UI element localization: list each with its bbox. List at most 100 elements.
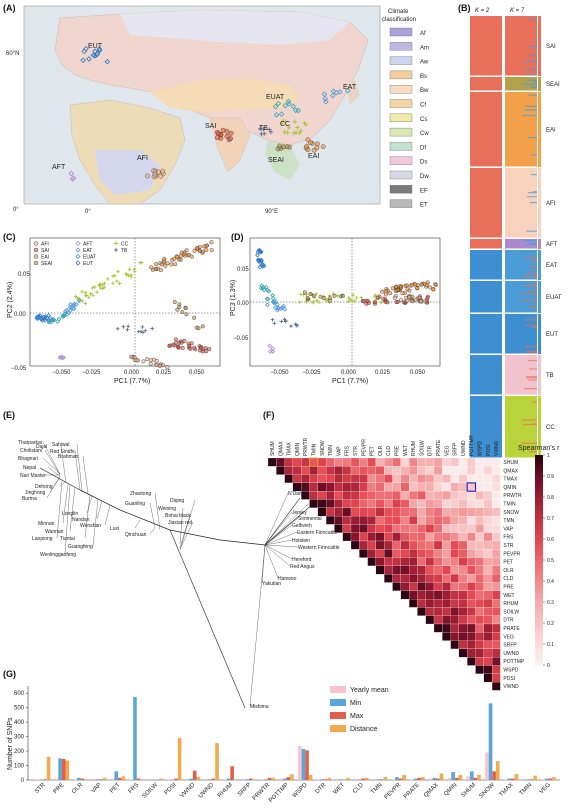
- tree-taxon-red-angus: Red Angus: [290, 564, 315, 570]
- heatmap-cell: [483, 474, 493, 484]
- bar-dtr-max: [323, 779, 328, 780]
- map-label-tb: TB: [259, 125, 268, 132]
- pca-d-points-cc: [351, 293, 355, 297]
- heatmap-cell: [442, 540, 451, 550]
- heatmap-cell: [475, 524, 484, 533]
- pca-c-points-seai: [177, 302, 182, 307]
- heatmap-row-label-srfp: SRFP: [503, 643, 517, 649]
- heatmap-cell: [284, 466, 294, 475]
- heatmap-row-label-olr: OLR: [503, 568, 514, 574]
- colorbar-segment: [535, 463, 543, 469]
- pca-c-points-seai: [172, 299, 177, 304]
- pca-d-points-cc: [346, 299, 351, 304]
- heatmap-col-label-olr: OLR: [378, 445, 384, 456]
- bar-rhum-distance: [233, 779, 238, 780]
- heatmap-cell: [400, 540, 410, 550]
- pca-legend-marker-euat: [75, 253, 81, 260]
- pca-d-points-sai: [381, 296, 386, 301]
- heatmap-cell: [392, 549, 401, 558]
- map-point-tb: [257, 126, 263, 132]
- heatmap-cell: [417, 532, 426, 542]
- pca-c-points-cc: [139, 260, 144, 265]
- pca-d-points-eai: [405, 287, 410, 292]
- heatmap-cell: [367, 466, 377, 475]
- climate-legend: Af Am Aw Bs Bw Cf Cs Cw Df Ds Dw EF ET: [389, 27, 429, 209]
- heatmap-cell: [483, 574, 493, 583]
- bar-qmax-distance: [439, 773, 444, 780]
- heatmap-cell: [375, 457, 385, 467]
- pca-c-ytick-005: 0.05: [18, 272, 30, 278]
- heatmap-cell: [417, 574, 426, 583]
- colorbar-segment: [535, 648, 543, 653]
- admix-stripe: [525, 350, 537, 353]
- climate-swatch-bw: [389, 84, 413, 94]
- bar-qmin-max: [454, 777, 459, 780]
- map-point-aft: [69, 176, 76, 182]
- heatmap-row-label-vap: VAP: [503, 526, 513, 532]
- bar-category-label-vwnd: VWND: [179, 782, 197, 800]
- heatmap-cell: [334, 457, 343, 467]
- heatmap-cell: [384, 524, 393, 533]
- heatmap-cell: [492, 524, 501, 533]
- heatmap-cell: [458, 623, 468, 633]
- bar-pevpr-yearly-mean: [391, 779, 396, 780]
- pca-d-points-sai: [385, 300, 390, 305]
- admix-stripe: [521, 293, 537, 295]
- heatmap-cell: [442, 482, 451, 492]
- heatmap-cell: [467, 574, 476, 583]
- pca-c-points-eai: [153, 266, 158, 271]
- heatmap-cell: [425, 507, 435, 517]
- colorbar-segment: [535, 593, 543, 599]
- bar-category-label-qmax: QMAX: [423, 782, 440, 799]
- tree-twig: [134, 519, 141, 529]
- bar-qmin-min: [451, 772, 455, 780]
- heatmap-cell: [458, 540, 468, 550]
- bar-category-label-cld: CLD: [352, 782, 365, 795]
- pca-c-points-cc: [111, 274, 115, 278]
- tree-taxon-holstein: Holstein: [292, 538, 310, 544]
- map-point-afi: [158, 173, 164, 179]
- lat-tick-0: 0°: [13, 207, 19, 213]
- heatmap-cell: [367, 515, 377, 525]
- pca-d-points-euat: [258, 285, 264, 291]
- admix-stripe: [532, 275, 537, 277]
- heatmap-row-label-tmin: TMIN: [503, 502, 516, 508]
- heatmap-cell: [392, 557, 401, 566]
- pca-d-points-eat: [275, 302, 280, 307]
- bar-vwnd-distance: [196, 777, 201, 780]
- heatmap-cell: [417, 457, 426, 467]
- map-point-eat: [329, 92, 336, 99]
- admix-stripe: [525, 256, 537, 259]
- admix-stripe: [530, 260, 537, 262]
- climate-swatch-ef: [389, 185, 413, 194]
- heatmap-cell: [442, 499, 451, 508]
- admix-k2-seai: [470, 77, 502, 91]
- map-point-euat: [272, 103, 279, 110]
- heatmap-cell: [334, 474, 343, 484]
- bar-category-label-wet: WET: [333, 782, 347, 796]
- pca-c-xtick-0000: 0.000: [124, 370, 140, 376]
- heatmap-cell: [409, 457, 418, 467]
- bar-legend-swatch-yearly-mean: [330, 686, 346, 693]
- bar-tmn-distance: [383, 777, 388, 780]
- tree-taxon-wenshan: Wenshan: [80, 523, 101, 529]
- colorbar-segment: [535, 534, 543, 540]
- admix-k2-tb: [470, 355, 502, 395]
- map-point-cc: [286, 125, 292, 131]
- colorbar-segment: [535, 476, 543, 481]
- tree-taxon-western-finncattle: Western Finncattle: [298, 545, 340, 551]
- heatmap-cell: [475, 565, 484, 575]
- heatmap-row-label-qmax: QMAX: [503, 468, 518, 474]
- heatmap-cell: [467, 532, 476, 542]
- tree-taxon-hanwoo: Hanwoo: [278, 576, 297, 582]
- tree-twig: [179, 521, 194, 550]
- admix-stripe: [526, 377, 537, 379]
- heatmap-row-label-pet: PET: [503, 560, 513, 566]
- heatmap-col-label-wet: WET: [403, 445, 409, 456]
- colorbar-tick-label: 1: [547, 453, 550, 459]
- heatmap-cell: [317, 474, 327, 484]
- pca-legend-marker-cc: [114, 241, 118, 246]
- pca-c-points-sai: [204, 349, 209, 354]
- admix-groupbar-euat: [538, 281, 541, 313]
- heatmap-cell: [367, 507, 377, 517]
